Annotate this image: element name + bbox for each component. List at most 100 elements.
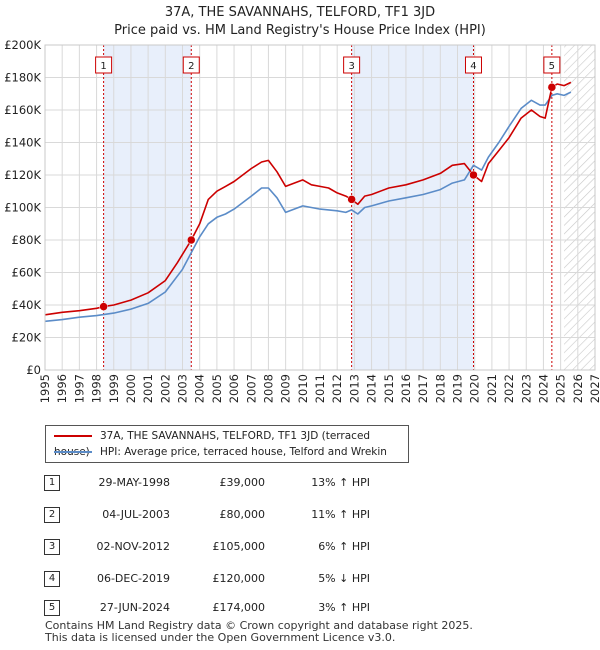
legend-label-hpi: HPI: Average price, terraced house, Telf…	[100, 446, 387, 458]
y-tick-label: £80K	[12, 233, 42, 247]
table-row: 1 29-MAY-1998 £39,000 13% ↑ HPI	[0, 473, 600, 493]
title-subtitle: Price paid vs. HM Land Registry's House …	[114, 23, 486, 38]
x-tick-label: 2006	[227, 374, 241, 403]
x-tick-label: 2008	[261, 374, 275, 403]
x-tick-label: 2018	[433, 374, 447, 403]
sale-price: £120,000	[212, 572, 266, 585]
sale-label-box	[95, 56, 113, 74]
legend-item-hpi: HPI: Average price, terraced house, Telf…	[54, 444, 387, 460]
x-tick-label: 2007	[244, 374, 258, 403]
property-price-line	[45, 81, 572, 316]
sale-number-badge: 5	[44, 600, 60, 616]
x-tick-label: 2017	[416, 374, 430, 403]
sale-date: 29-MAY-1998	[98, 476, 170, 489]
table-row: 2 04-JUL-2003 £80,000 11% ↑ HPI	[0, 505, 600, 525]
sale-point	[547, 83, 557, 92]
x-tick-label: 2003	[176, 374, 190, 403]
table-row: 4 06-DEC-2019 £120,000 5% ↓ HPI	[0, 569, 600, 589]
x-tick-label: 1998	[90, 374, 104, 403]
x-tick-label: 2019	[451, 374, 465, 403]
y-tick-label: £20K	[12, 331, 42, 345]
y-tick-label: £0	[26, 363, 41, 377]
sale-label-box	[543, 56, 561, 74]
x-tick-label: 2025	[554, 374, 568, 403]
table-row: 5 27-JUN-2024 £174,000 3% ↑ HPI	[0, 598, 600, 618]
x-tick-label: 2000	[124, 374, 138, 403]
sale-point	[347, 195, 356, 204]
x-tick-label: 2023	[519, 374, 533, 403]
sale-label-number: 3	[348, 61, 354, 72]
x-tick-label: 2005	[210, 374, 224, 403]
sale-number-badge: 4	[44, 571, 60, 587]
x-tick-label: 2016	[399, 374, 413, 403]
sale-point	[99, 302, 108, 311]
y-tick-label: £60K	[12, 266, 42, 280]
sale-date: 27-JUN-2024	[99, 601, 170, 614]
sale-label-number: 1	[100, 61, 106, 72]
x-tick-label: 2022	[502, 374, 516, 403]
copyright-footer: Contains HM Land Registry data © Crown c…	[45, 620, 473, 644]
y-tick-label: £100K	[4, 201, 41, 215]
y-tick-label: £180K	[4, 71, 41, 85]
x-tick-label: 2009	[279, 374, 293, 403]
y-tick-label: £160K	[4, 103, 41, 117]
x-tick-label: 1995	[38, 374, 52, 403]
y-tick-label: £40K	[12, 298, 42, 312]
x-tick-label: 2010	[296, 374, 310, 403]
x-tick-label: 2015	[382, 374, 396, 403]
title-address: 37A, THE SAVANNAHS, TELFORD, TF1 3JD	[164, 5, 436, 20]
x-tick-label: 1999	[107, 374, 121, 403]
sale-price: £39,000	[219, 476, 266, 489]
legend-swatch-property	[54, 435, 92, 437]
sale-point	[187, 235, 196, 245]
y-tick-label: £200K	[4, 38, 41, 52]
plot-frame	[44, 44, 596, 371]
sale-label-box	[464, 56, 482, 74]
y-tick-label: £120K	[4, 168, 41, 182]
x-tick-label: 2001	[141, 374, 155, 403]
sale-price: £105,000	[212, 540, 266, 553]
legend: 37A, THE SAVANNAHS, TELFORD, TF1 3JD (te…	[45, 425, 409, 463]
sale-label-number: 5	[549, 61, 555, 72]
x-tick-label: 2027	[588, 374, 600, 403]
sale-hpi-diff: 11% ↑ HPI	[311, 508, 370, 521]
legend-item-property: 37A, THE SAVANNAHS, TELFORD, TF1 3JD (te…	[54, 428, 408, 458]
x-tick-label: 2026	[571, 374, 585, 403]
x-tick-label: 2002	[158, 374, 172, 403]
x-tick-label: 1996	[55, 374, 69, 403]
x-tick-label: 2020	[468, 374, 482, 403]
sale-date: 04-JUL-2003	[102, 508, 170, 521]
sale-label-box	[182, 56, 200, 74]
x-tick-label: 2014	[365, 374, 379, 403]
x-tick-label: 2013	[347, 374, 361, 403]
sale-point	[469, 170, 478, 180]
footer-line-2: This data is licensed under the Open Gov…	[45, 631, 396, 644]
sale-price: £174,000	[212, 601, 266, 614]
x-tick-label: 2024	[536, 374, 550, 403]
x-tick-label: 2004	[193, 374, 207, 403]
sale-hpi-diff: 6% ↑ HPI	[318, 540, 370, 553]
price-chart: 1 2 3 4 5 £0 £20K £40K £60K £80K £100K £120K £140K £…	[4, 38, 600, 403]
sale-date: 06-DEC-2019	[96, 572, 170, 585]
footer-line-1: Contains HM Land Registry data © Crown c…	[45, 619, 473, 632]
x-tick-label: 2011	[313, 374, 327, 403]
sale-label-number: 2	[188, 61, 194, 72]
sale-price: £80,000	[219, 508, 266, 521]
table-row: 3 02-NOV-2012 £105,000 6% ↑ HPI	[0, 537, 600, 557]
x-tick-label: 1997	[72, 374, 86, 403]
sale-number-badge: 2	[44, 507, 60, 523]
y-tick-label: £140K	[4, 136, 41, 150]
sale-hpi-diff: 13% ↑ HPI	[311, 476, 370, 489]
sale-number-badge: 3	[44, 539, 60, 555]
sale-hpi-diff: 5% ↓ HPI	[318, 572, 370, 585]
hpi-line	[45, 91, 572, 323]
legend-swatch-hpi	[54, 451, 92, 453]
x-tick-label: 2012	[330, 374, 344, 403]
sale-hpi-diff: 3% ↑ HPI	[318, 601, 370, 614]
sale-number-badge: 1	[44, 475, 60, 491]
x-tick-label: 2021	[485, 374, 499, 403]
sale-label-number: 4	[470, 61, 476, 72]
sale-date: 02-NOV-2012	[96, 540, 170, 553]
sale-label-box	[343, 56, 361, 74]
chart-title: 37A, THE SAVANNAHS, TELFORD, TF1 3JD Pri…	[0, 4, 600, 40]
